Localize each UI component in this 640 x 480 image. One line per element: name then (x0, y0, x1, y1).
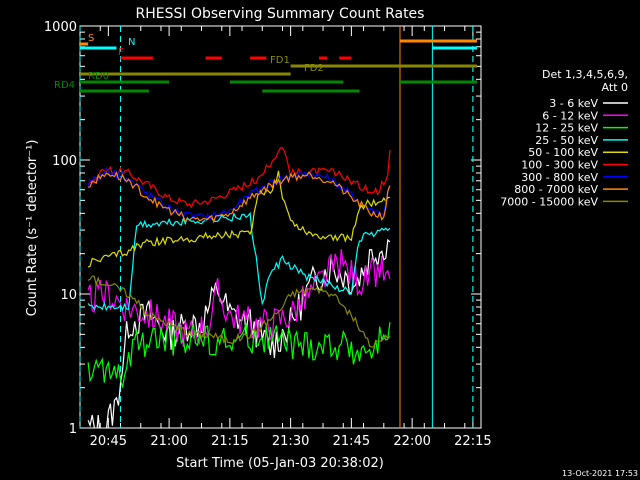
flag-bar-label: RD4 (54, 80, 75, 91)
flag-bar-label: FD1 (270, 55, 290, 66)
x-axis-label: Start Time (05-Jan-03 20:38:02) (176, 456, 384, 471)
plot-area: 1 10 100 1000 20:45 21:00 21:15 21:30 21:45 22:00… (44, 20, 492, 449)
legend-label: 3 - 6 keV (549, 97, 598, 110)
legend-label: 100 - 300 keV (521, 159, 598, 172)
flag-bar-label: RD0 (88, 71, 109, 82)
legend-label: 50 - 100 keV (528, 146, 598, 159)
series-line (87, 171, 391, 224)
legend-label: 7000 - 15000 keV (500, 195, 598, 208)
series-line (87, 238, 391, 428)
series-line (87, 211, 391, 312)
plot-frame (79, 25, 482, 429)
series-line (87, 249, 391, 348)
timestamp: 13-Oct-2021 17:53 (562, 469, 638, 478)
series-line (87, 275, 391, 348)
legend-title-line-1: Det 1,3,4,5,6,9, (542, 68, 628, 81)
series-line (87, 170, 390, 268)
chart-title: RHESSI Observing Summary Count Rates (136, 6, 425, 22)
y-axis-label: Count Rate (s⁻¹ detector⁻¹) (25, 140, 40, 317)
x-tick-label: 22:15 (454, 434, 491, 449)
flag-bar-label: S (88, 33, 94, 44)
x-tick-label: 22:00 (393, 434, 430, 449)
legend-label: 25 - 50 keV (535, 134, 598, 147)
y-tick-label: 1 (69, 422, 77, 437)
x-tick-label: 20:45 (90, 434, 127, 449)
x-tick-label: 21:15 (211, 434, 248, 449)
series-line (87, 166, 391, 222)
flag-bar-label: FD2 (304, 63, 324, 74)
series-line (87, 147, 391, 209)
y-tick-label: 1000 (44, 20, 77, 35)
y-tick-label: 10 (60, 288, 77, 303)
legend-label: 300 - 800 keV (521, 171, 598, 184)
legend-label: 800 - 7000 keV (514, 183, 598, 196)
flag-bar-label: N (128, 37, 135, 48)
flag-bar-label: F (118, 47, 124, 58)
x-tick-label: 21:30 (272, 434, 309, 449)
x-tick-label: 21:45 (333, 434, 370, 449)
legend-label: 6 - 12 keV (542, 109, 598, 122)
x-tick-label: 21:00 (150, 434, 187, 449)
y-tick-label: 100 (52, 154, 77, 169)
legend-title-line-2: Att 0 (602, 81, 628, 94)
legend-label: 12 - 25 keV (535, 122, 598, 135)
